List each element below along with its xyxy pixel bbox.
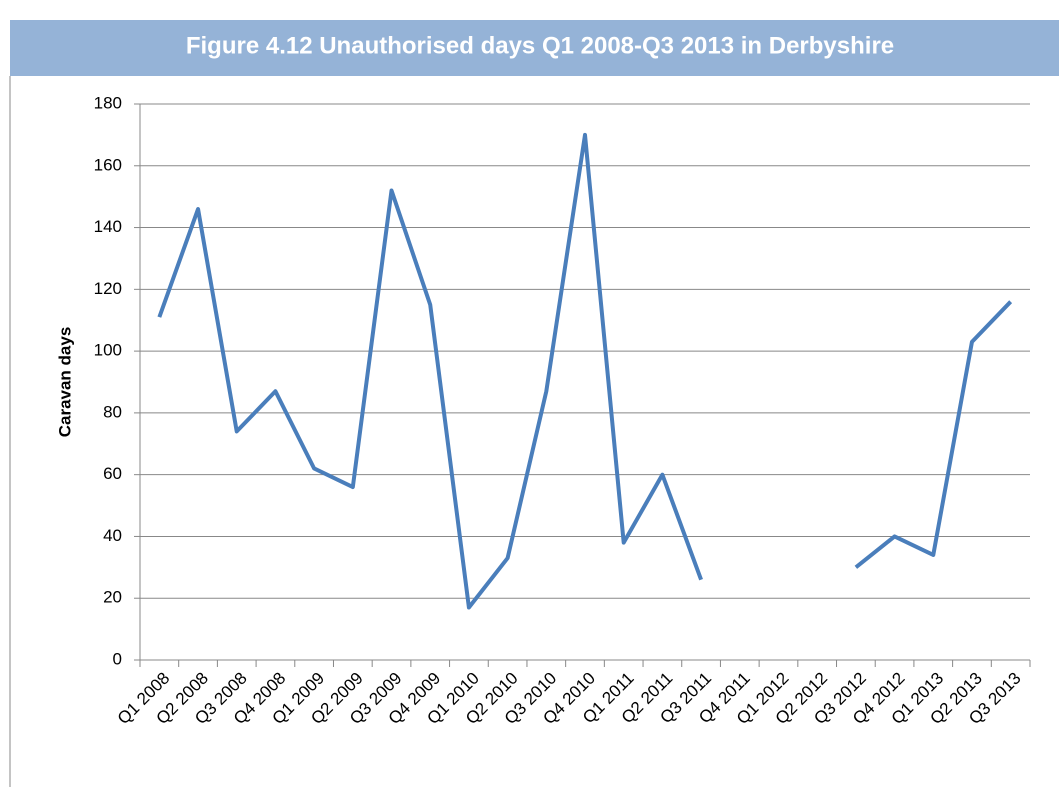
y-tick-label: 160 [94, 155, 122, 174]
series-line [157, 132, 1013, 610]
y-axis-label: Caravan days [55, 327, 74, 438]
chart-title: Figure 4.12 Unauthorised days Q1 2008-Q3… [186, 32, 894, 59]
y-tick-label: 20 [103, 588, 122, 607]
y-tick-label: 0 [113, 649, 122, 668]
y-tick-label: 80 [103, 402, 122, 421]
y-tick-label: 140 [94, 217, 122, 236]
y-tick-label: 120 [94, 279, 122, 298]
y-tick-label: 60 [103, 464, 122, 483]
title-band [10, 20, 1059, 76]
y-tick-label: 100 [94, 341, 122, 360]
y-tick-label: 40 [103, 526, 122, 545]
y-tick-label: 180 [94, 93, 122, 112]
